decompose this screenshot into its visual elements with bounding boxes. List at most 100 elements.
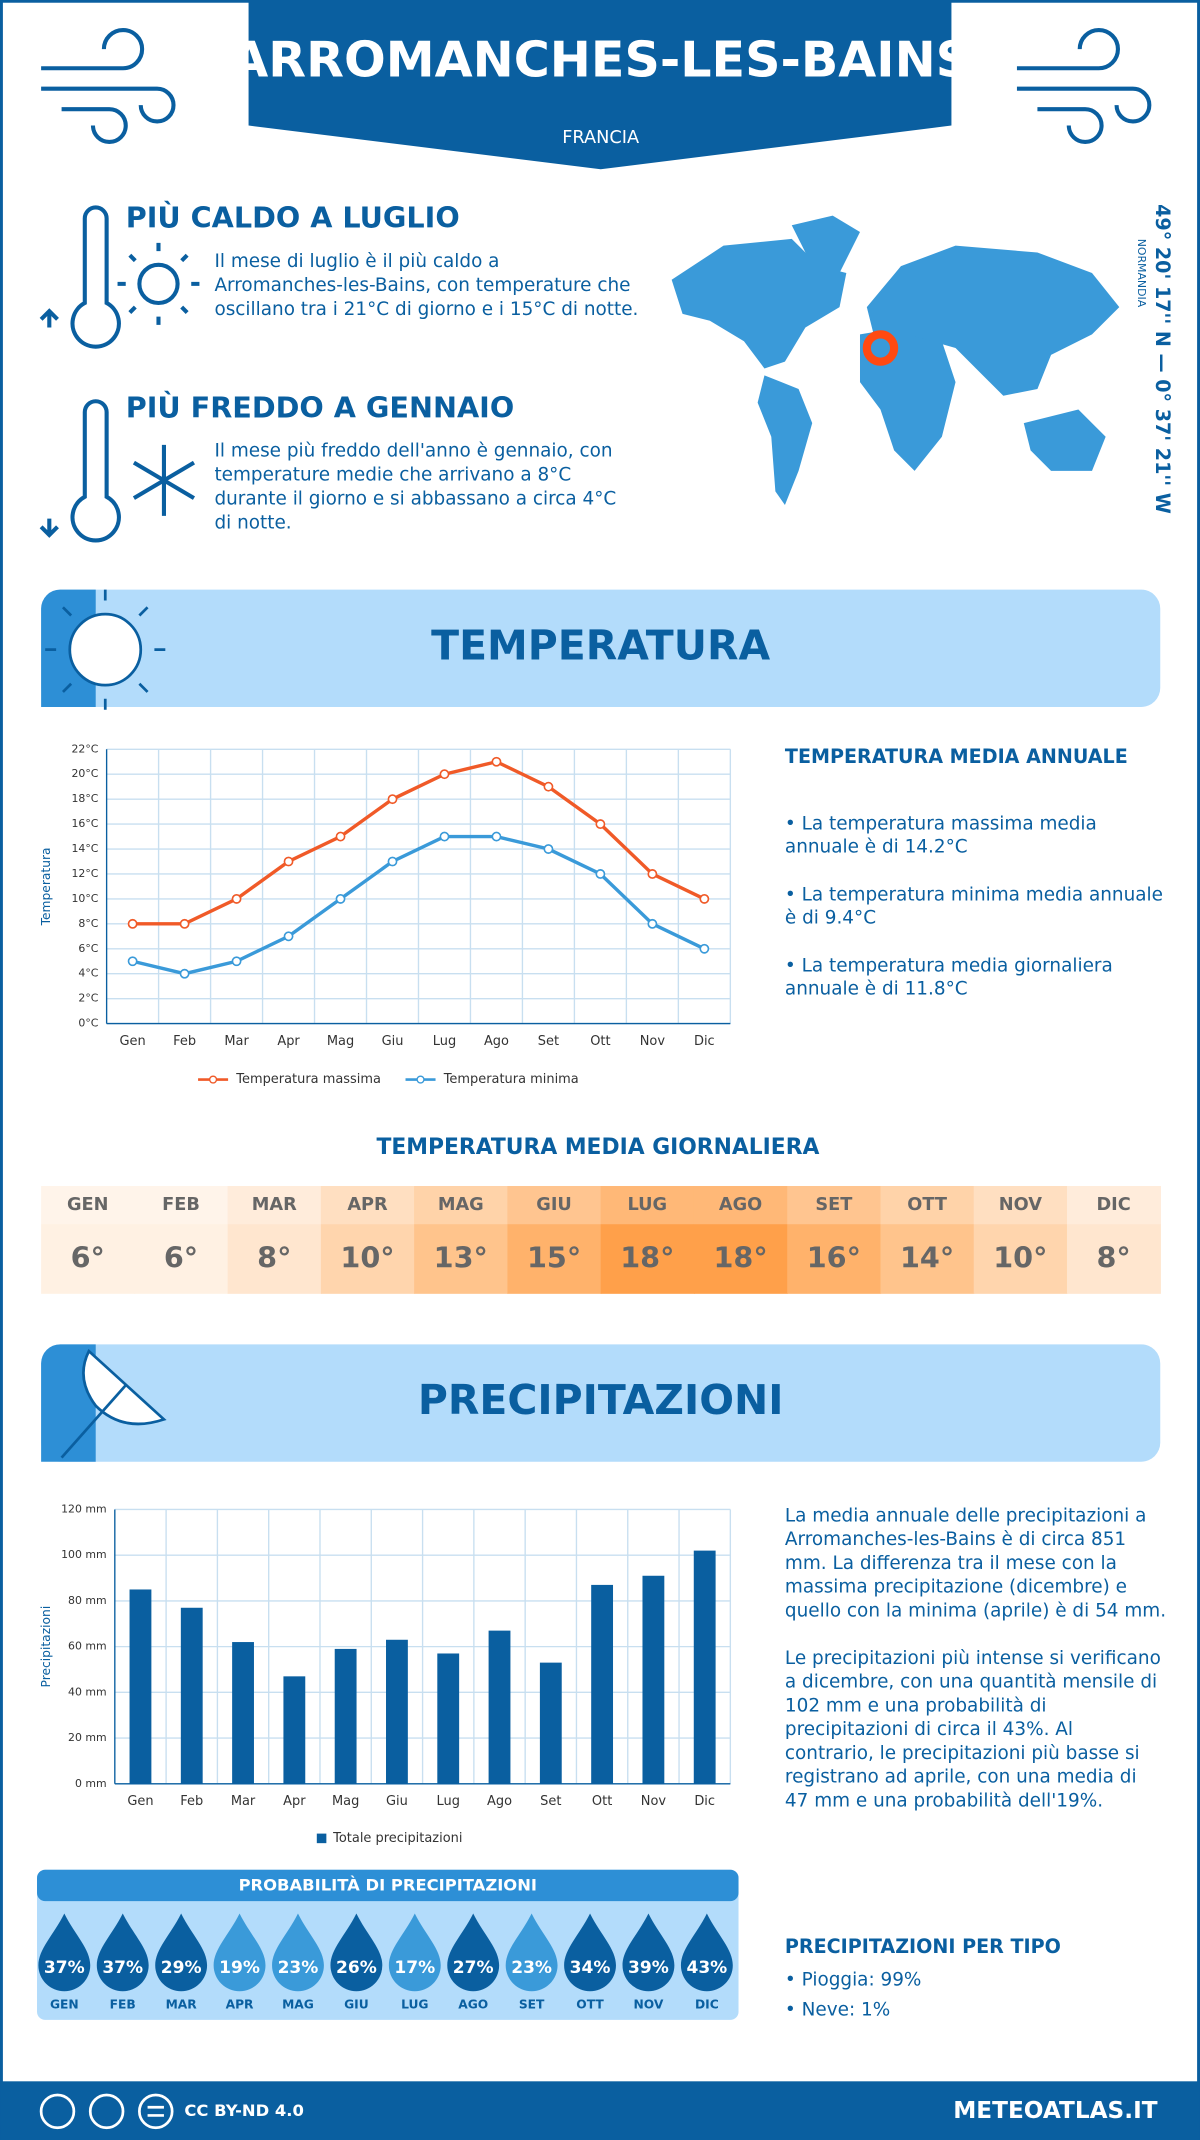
probability-header [37, 1869, 739, 1902]
daily-value: 18° [620, 1241, 674, 1275]
month-label: AGO [719, 1195, 762, 1215]
month-header-shade [1066, 1186, 1161, 1225]
y-tick-label: 100 mm [61, 1548, 107, 1561]
rain-drop [680, 1913, 733, 1992]
y-tick-label: 18°C [71, 792, 98, 805]
bar [488, 1630, 511, 1784]
annual-bullet: è di 9.4°C [785, 908, 876, 929]
temperature-banner [41, 589, 1161, 707]
y-tick-label: 6°C [78, 942, 98, 955]
data-point [179, 918, 190, 929]
probability-value: 29% [161, 1958, 202, 1978]
x-tick-label: Ago [484, 1034, 509, 1049]
data-point [283, 856, 294, 867]
probability-value: 23% [278, 1958, 319, 1978]
month-header-shade [693, 1186, 788, 1225]
x-tick-label: Ott [590, 1034, 610, 1049]
y-tick-label: 4°C [78, 967, 98, 980]
legend-label: Temperatura minima [443, 1072, 579, 1087]
precip-text: mm. La differenza tra il mese con la [785, 1553, 1117, 1574]
data-point [231, 893, 242, 904]
probability-month: AGO [458, 1997, 488, 2011]
section-title: PRECIPITAZIONI [418, 1376, 784, 1424]
city-title: ARROMANCHES-LES-BAINS [230, 30, 971, 88]
data-point [387, 856, 398, 867]
highlight-title: PIÙ CALDO A LUGLIO [126, 201, 460, 235]
data-point [335, 893, 346, 904]
month-label: FEB [162, 1195, 200, 1215]
month-header-shade [880, 1186, 975, 1225]
rain-drop [622, 1913, 675, 1992]
bar [334, 1648, 357, 1784]
data-point [491, 756, 502, 767]
data-point [543, 844, 554, 854]
precipitation-banner [41, 1344, 1161, 1462]
rain-drop [38, 1913, 91, 1992]
daily-value: 15° [527, 1241, 581, 1275]
x-tick-label: Set [540, 1794, 561, 1809]
license: CC BY-ND 4.0 [184, 2101, 303, 2120]
license-icons [39, 2093, 174, 2130]
highlight-text: oscillano tra i 21°C di giorno e i 15°C … [214, 299, 638, 320]
probability-month: GEN [50, 1997, 79, 2011]
header-banner [248, 0, 952, 170]
legend-label: Totale precipitazioni [332, 1831, 462, 1846]
daily-title: TEMPERATURA MEDIA GIORNALIERA [376, 1135, 819, 1160]
month-cell [787, 1186, 882, 1294]
data-point [179, 968, 190, 979]
precip-text: 102 mm e una probabilità di [785, 1695, 1047, 1716]
daily-value: 6° [71, 1241, 105, 1275]
month-label: APR [347, 1195, 388, 1215]
probability-value: 23% [511, 1958, 552, 1978]
bar [386, 1639, 408, 1784]
daily-value: 13° [434, 1241, 488, 1275]
probability-value: 27% [453, 1958, 494, 1978]
bar [129, 1589, 152, 1784]
location-marker [862, 330, 899, 366]
wind-icons [41, 28, 1152, 144]
probability-month: LUG [401, 1997, 428, 2011]
bar [232, 1642, 254, 1784]
month-cell [414, 1186, 509, 1294]
y-tick-label: 20 mm [68, 1731, 107, 1744]
month-header-shade [134, 1186, 229, 1225]
y-tick-label: 60 mm [68, 1640, 107, 1653]
data-point [647, 918, 658, 929]
umbrella-icon [60, 1348, 167, 1459]
sun-icon [45, 589, 166, 710]
month-label: GIU [536, 1195, 572, 1215]
daily-value: 8° [1096, 1241, 1130, 1275]
x-tick-label: Lug [433, 1034, 456, 1049]
precip-text: La media annuale delle precipitazioni a [785, 1505, 1146, 1526]
y-tick-label: 14°C [71, 842, 98, 855]
highlight-text: di notte. [214, 512, 291, 533]
probability-value: 26% [336, 1958, 377, 1978]
x-tick-label: Dic [694, 1034, 715, 1049]
probability-value: 17% [394, 1958, 435, 1978]
month-label: GEN [67, 1195, 109, 1215]
legend-marker [208, 1075, 218, 1084]
daily-value: 16° [807, 1241, 861, 1275]
bar [539, 1662, 562, 1784]
precip-text: a dicembre, con una quantità mensile di [785, 1672, 1157, 1693]
daily-value: 14° [900, 1241, 954, 1275]
world-map [671, 215, 1120, 505]
rain-drop [388, 1913, 441, 1992]
y-tick-label: 20°C [71, 767, 98, 780]
highlight-text: Il mese di luglio è il più caldo a [214, 251, 499, 272]
bar [642, 1575, 665, 1784]
daily-value: 8° [257, 1241, 291, 1275]
annual-bullet: annuale è di 14.2°C [785, 837, 968, 858]
x-tick-label: Feb [180, 1794, 203, 1809]
month-header-shade [227, 1186, 322, 1225]
thermometer-icons [39, 205, 200, 543]
x-tick-label: Mar [224, 1034, 249, 1049]
footer-band [0, 2081, 1200, 2140]
annual-bullet: • La temperatura media giornaliera [785, 955, 1113, 976]
rain-drop [96, 1913, 149, 1992]
precip-text: 47 mm e una probabilità dell'19%. [785, 1790, 1103, 1811]
month-header-shade [507, 1186, 602, 1225]
probability-month: SET [519, 1997, 545, 2011]
series-line [132, 759, 706, 926]
